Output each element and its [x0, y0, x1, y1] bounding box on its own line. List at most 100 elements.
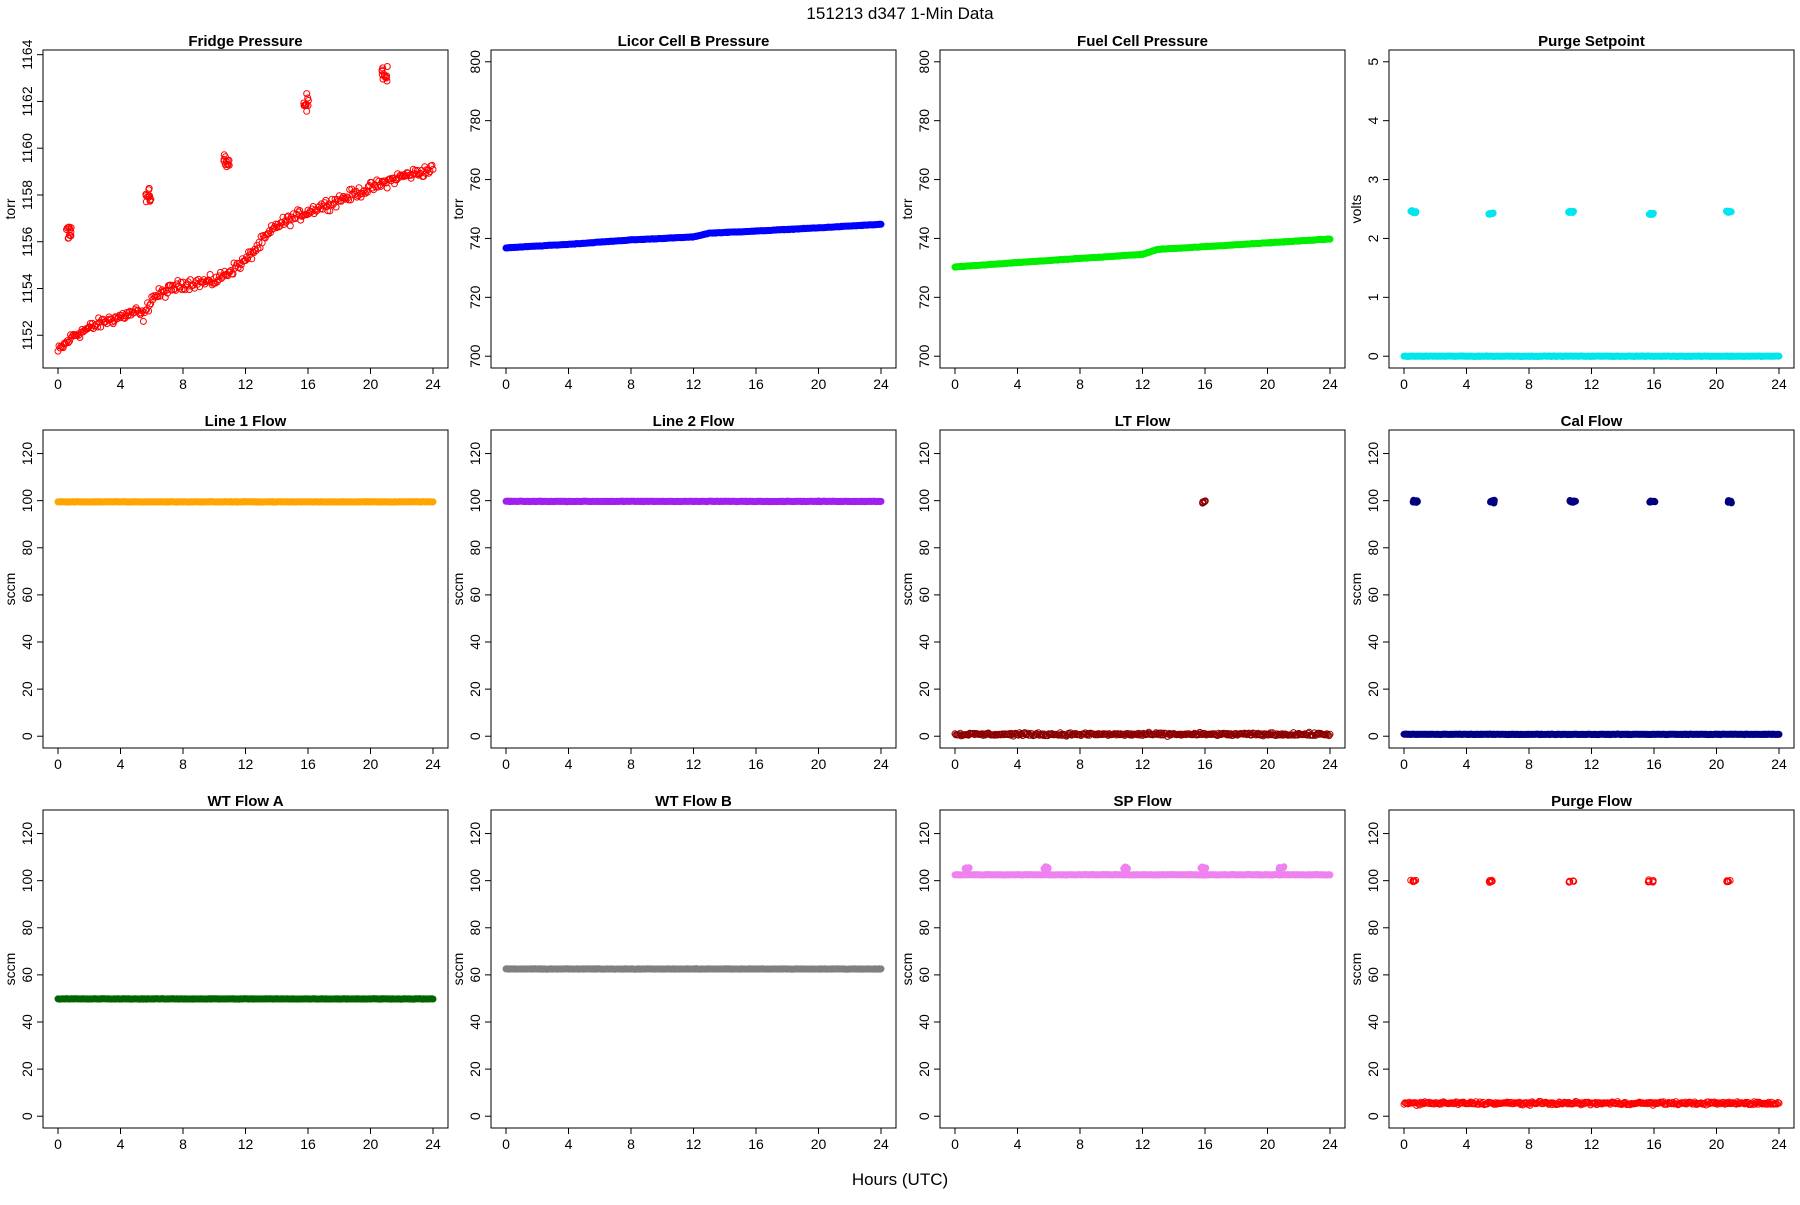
y-tick-label: 80 — [916, 540, 932, 556]
x-tick-label: 4 — [117, 376, 125, 392]
y-axis-label: sccm — [899, 573, 915, 606]
y-tick-label: 3 — [1365, 175, 1381, 183]
y-tick-label: 100 — [467, 869, 483, 893]
y-axis-label: sccm — [899, 953, 915, 986]
x-tick-label: 24 — [873, 756, 889, 772]
x-tick-label: 24 — [425, 376, 441, 392]
x-tick-label: 16 — [1646, 1136, 1662, 1152]
data-point — [425, 169, 433, 177]
y-tick-label: 0 — [1365, 732, 1381, 740]
x-tick-label: 24 — [1322, 1136, 1338, 1152]
data-point — [59, 344, 67, 352]
panel-title: Line 1 Flow — [205, 413, 287, 430]
data-point — [1649, 498, 1657, 506]
y-tick-label: 20 — [467, 681, 483, 697]
x-tick-label: 20 — [811, 756, 827, 772]
y-tick-label: 20 — [916, 681, 932, 697]
y-tick-label: 40 — [1365, 634, 1381, 650]
data-point — [180, 285, 188, 293]
y-tick-label: 1156 — [19, 226, 35, 256]
y-tick-label: 60 — [1365, 587, 1381, 603]
data-point — [1775, 730, 1783, 738]
x-tick-label: 8 — [179, 756, 187, 772]
data-point — [1043, 865, 1051, 873]
data-point — [1412, 208, 1420, 216]
y-tick-label: 20 — [19, 1061, 35, 1077]
data-point — [383, 63, 391, 70]
y-tick-label: 0 — [1365, 1112, 1381, 1120]
panel-title: Purge Flow — [1551, 793, 1632, 810]
y-tick-label: 780 — [467, 109, 483, 133]
x-tick-label: 12 — [1135, 756, 1151, 772]
data-points — [54, 995, 437, 1003]
y-tick-label: 100 — [19, 489, 35, 513]
data-point — [64, 339, 72, 347]
x-tick-label: 16 — [1197, 1136, 1213, 1152]
x-tick-label: 4 — [1014, 376, 1022, 392]
y-tick-label: 20 — [1365, 681, 1381, 697]
data-point — [200, 276, 208, 284]
panel-fuel-cell-pressure: Fuel Cell Pressuretorr700720740760780800… — [899, 33, 1346, 392]
y-tick-label: 720 — [467, 285, 483, 309]
y-tick-label: 120 — [916, 442, 932, 466]
x-tick-label: 20 — [363, 1136, 379, 1152]
y-tick-label: 80 — [19, 540, 35, 556]
data-point — [407, 174, 415, 182]
x-tick-label: 8 — [179, 1136, 187, 1152]
x-tick-label: 4 — [565, 376, 573, 392]
x-tick-label: 4 — [565, 1136, 573, 1152]
plot-frame — [42, 809, 449, 1129]
y-tick-label: 1158 — [19, 180, 35, 210]
y-tick-label: 40 — [467, 634, 483, 650]
y-tick-label: 80 — [19, 920, 35, 936]
data-point — [1490, 496, 1498, 504]
data-point — [97, 323, 105, 331]
data-point — [146, 196, 154, 204]
x-tick-label: 0 — [502, 1136, 510, 1152]
panel-title: Purge Setpoint — [1538, 33, 1645, 50]
data-point — [877, 497, 885, 505]
x-tick-label: 16 — [748, 376, 764, 392]
data-point — [359, 187, 367, 195]
y-tick-label: 800 — [916, 50, 932, 74]
data-point — [1565, 208, 1573, 216]
panel-title: WT Flow B — [655, 793, 732, 810]
y-tick-label: 40 — [467, 1014, 483, 1030]
x-tick-label: 16 — [300, 1136, 316, 1152]
data-point — [877, 965, 885, 973]
x-tick-label: 0 — [54, 756, 62, 772]
x-tick-label: 4 — [117, 1136, 125, 1152]
data-points — [1400, 876, 1783, 1109]
x-tick-label: 24 — [1771, 376, 1787, 392]
y-tick-label: 740 — [916, 227, 932, 251]
y-tick-label: 100 — [19, 869, 35, 893]
x-tick-label: 8 — [1525, 756, 1533, 772]
data-point — [67, 228, 75, 236]
data-point — [355, 184, 363, 192]
data-point — [220, 151, 228, 159]
y-tick-label: 120 — [467, 822, 483, 846]
y-tick-label: 100 — [1365, 869, 1381, 893]
x-tick-label: 12 — [686, 756, 702, 772]
x-tick-label: 20 — [811, 376, 827, 392]
data-point — [1326, 235, 1334, 243]
figure-xlabel: Hours (UTC) — [852, 1170, 948, 1189]
data-point — [429, 165, 437, 173]
x-tick-label: 0 — [54, 376, 62, 392]
panel-title: Licor Cell B Pressure — [618, 33, 770, 50]
plot-frame — [42, 429, 449, 749]
y-tick-label: 40 — [19, 1014, 35, 1030]
y-axis-label: sccm — [450, 573, 466, 606]
panel-title: Fuel Cell Pressure — [1077, 33, 1208, 50]
data-point — [84, 324, 92, 332]
x-tick-label: 12 — [1584, 376, 1600, 392]
data-point — [161, 293, 169, 301]
data-point — [147, 300, 155, 308]
y-tick-label: 60 — [19, 587, 35, 603]
x-tick-label: 24 — [873, 376, 889, 392]
